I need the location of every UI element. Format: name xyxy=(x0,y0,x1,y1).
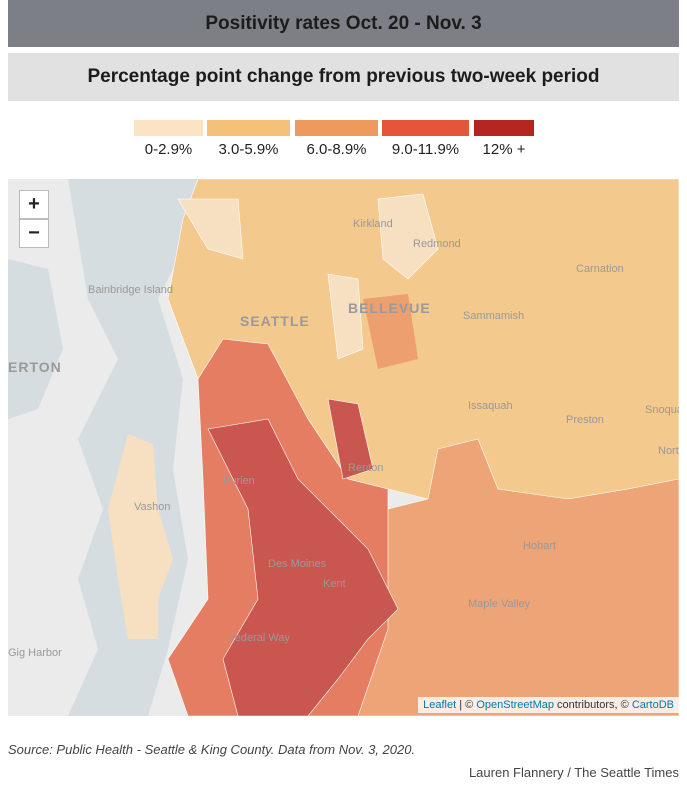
place-label: Federal Way xyxy=(228,632,290,644)
place-label: Bainbridge Island xyxy=(88,284,173,296)
legend-label: 0-2.9% xyxy=(145,141,193,158)
place-label: SEATTLE xyxy=(240,313,310,329)
legend-swatch xyxy=(474,120,534,136)
region-0-2.9 xyxy=(177,193,439,360)
place-label: Renton xyxy=(348,462,383,474)
place-label: Redmond xyxy=(413,238,461,250)
source: Source: Public Health - Seattle & King C… xyxy=(8,742,416,757)
place-label: Kent xyxy=(323,578,346,590)
legend-label: 12% + xyxy=(483,141,526,158)
legend-swatch xyxy=(207,120,290,136)
water xyxy=(8,259,63,419)
subtitle: Percentage point change from previous tw… xyxy=(8,53,679,101)
zoom-in[interactable]: + xyxy=(19,190,49,219)
place-label: ERTON xyxy=(8,359,62,375)
place-label: Issaquah xyxy=(468,400,513,412)
title: Positivity rates Oct. 20 - Nov. 3 xyxy=(8,0,679,47)
place-label: Vashon xyxy=(134,501,171,513)
place-label: North xyxy=(658,445,679,457)
legend-label: 6.0-8.9% xyxy=(306,141,366,158)
leaflet-link[interactable]: Leaflet xyxy=(423,699,457,711)
map[interactable]: Kirkland Redmond Carnation Bainbridge Islan… xyxy=(8,179,679,716)
legend-label: 3.0-5.9% xyxy=(218,141,278,158)
place-label: Hobart xyxy=(523,540,556,552)
place-label: Sammamish xyxy=(463,310,524,322)
place-label: Snoqualmie xyxy=(645,404,679,416)
place-label: BELLEVUE xyxy=(348,300,431,316)
carto-link[interactable]: CartoDB xyxy=(631,699,674,711)
region-12-plus xyxy=(207,398,399,716)
place-label: Gig Harbor xyxy=(8,647,62,659)
legend-swatch xyxy=(382,120,469,136)
region-0-2.9 xyxy=(108,434,173,639)
place-label: Burien xyxy=(223,475,255,487)
place-label: Preston xyxy=(566,414,604,426)
place-label: Maple Valley xyxy=(468,598,531,610)
attribution-text: contributors, © xyxy=(557,699,629,711)
legend-label: 9.0-11.9% xyxy=(392,141,459,158)
place-label: Des Moines xyxy=(268,558,327,570)
place-label: Carnation xyxy=(576,263,624,275)
legend-swatch xyxy=(295,120,378,136)
zoom-out[interactable]: − xyxy=(19,219,49,248)
attribution: Leaflet | © OpenStreetMap contributors, … xyxy=(418,697,679,713)
region-6-8.9 xyxy=(363,294,418,369)
osm-link[interactable]: OpenStreetMap xyxy=(476,699,554,711)
legend-swatch xyxy=(134,120,203,136)
region-6-8.9 xyxy=(357,438,679,716)
place-label: Kirkland xyxy=(353,218,393,230)
credit: Lauren Flannery / The Seattle Times xyxy=(468,765,679,780)
legend: 0-2.9% 3.0-5.9% 6.0-8.9% 9.0-11.9% 12% + xyxy=(134,120,534,158)
attribution-text: | © xyxy=(459,699,474,711)
